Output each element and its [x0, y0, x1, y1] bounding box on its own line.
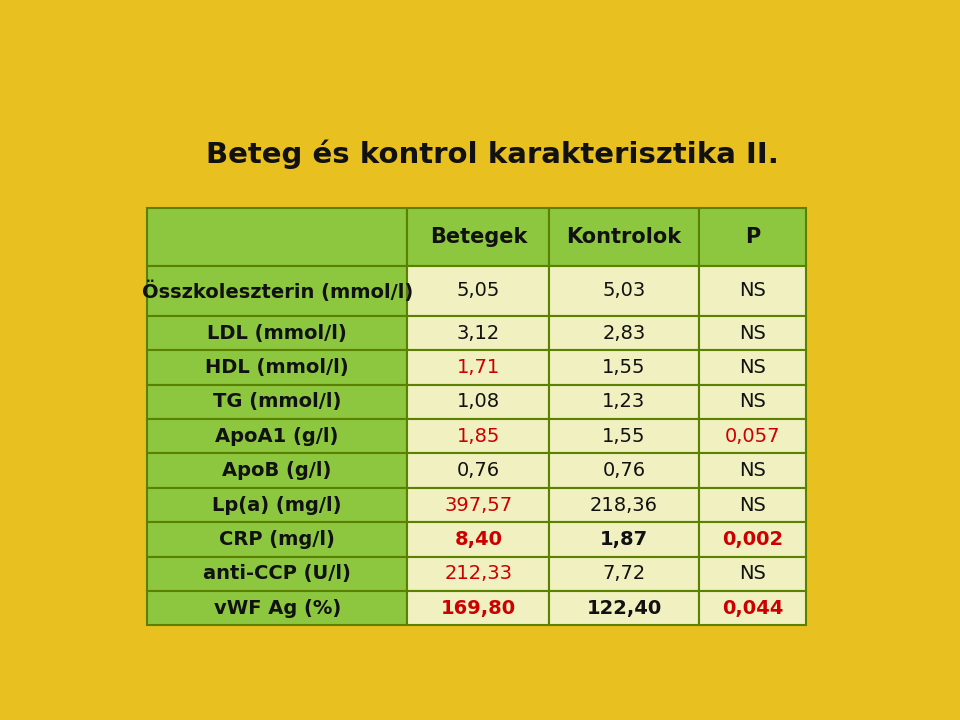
Text: 1,08: 1,08: [457, 392, 500, 411]
Bar: [407, 208, 549, 266]
Text: 1,55: 1,55: [602, 427, 646, 446]
Bar: [147, 522, 407, 557]
Bar: [549, 350, 699, 384]
Bar: [147, 316, 407, 350]
Text: 397,57: 397,57: [444, 495, 513, 515]
Text: 0,76: 0,76: [457, 461, 500, 480]
Text: 122,40: 122,40: [587, 599, 661, 618]
Bar: [549, 522, 699, 557]
Text: 7,72: 7,72: [602, 564, 646, 583]
Bar: [147, 419, 407, 454]
Text: CRP (mg/l): CRP (mg/l): [219, 530, 335, 549]
Text: Kontrolok: Kontrolok: [566, 227, 682, 247]
Text: Betegek: Betegek: [430, 227, 527, 247]
Text: 1,71: 1,71: [457, 358, 500, 377]
Bar: [147, 208, 407, 266]
Text: vWF Ag (%): vWF Ag (%): [213, 599, 341, 618]
Text: 169,80: 169,80: [441, 599, 516, 618]
Bar: [147, 591, 407, 626]
Text: LDL (mmol/l): LDL (mmol/l): [207, 323, 348, 343]
Bar: [407, 522, 549, 557]
Text: 1,23: 1,23: [602, 392, 646, 411]
Bar: [407, 454, 549, 488]
Bar: [699, 316, 806, 350]
Bar: [407, 557, 549, 591]
Bar: [549, 316, 699, 350]
Bar: [699, 266, 806, 316]
Bar: [147, 454, 407, 488]
Bar: [549, 208, 699, 266]
Text: 218,36: 218,36: [590, 495, 658, 515]
Bar: [699, 384, 806, 419]
Bar: [549, 454, 699, 488]
Bar: [699, 208, 806, 266]
Bar: [699, 419, 806, 454]
Bar: [407, 350, 549, 384]
Bar: [147, 488, 407, 522]
Text: HDL (mmol/l): HDL (mmol/l): [205, 358, 349, 377]
Text: NS: NS: [739, 358, 766, 377]
Text: NS: NS: [739, 392, 766, 411]
Text: 0,76: 0,76: [603, 461, 645, 480]
Bar: [549, 419, 699, 454]
Bar: [699, 488, 806, 522]
Text: 1,87: 1,87: [600, 530, 648, 549]
Text: Összkoleszterin (mmol/l): Összkoleszterin (mmol/l): [141, 280, 413, 302]
Bar: [147, 350, 407, 384]
Text: NS: NS: [739, 282, 766, 300]
Text: 5,03: 5,03: [602, 282, 646, 300]
Text: 3,12: 3,12: [457, 323, 500, 343]
Bar: [699, 591, 806, 626]
Text: 212,33: 212,33: [444, 564, 513, 583]
Bar: [549, 266, 699, 316]
Bar: [699, 454, 806, 488]
Bar: [407, 384, 549, 419]
Text: 0,044: 0,044: [722, 599, 783, 618]
Bar: [699, 350, 806, 384]
Bar: [699, 522, 806, 557]
Bar: [699, 557, 806, 591]
Text: P: P: [745, 227, 760, 247]
Text: 0,057: 0,057: [725, 427, 780, 446]
Text: Beteg és kontrol karakterisztika II.: Beteg és kontrol karakterisztika II.: [205, 140, 779, 169]
Text: ApoB (g/l): ApoB (g/l): [223, 461, 332, 480]
Bar: [147, 557, 407, 591]
Text: 1,85: 1,85: [457, 427, 500, 446]
Text: NS: NS: [739, 495, 766, 515]
Bar: [407, 316, 549, 350]
Bar: [147, 384, 407, 419]
Text: 2,83: 2,83: [602, 323, 646, 343]
Text: 0,002: 0,002: [722, 530, 782, 549]
Text: TG (mmol/l): TG (mmol/l): [213, 392, 342, 411]
Text: NS: NS: [739, 461, 766, 480]
Bar: [549, 591, 699, 626]
Bar: [549, 557, 699, 591]
Text: 1,55: 1,55: [602, 358, 646, 377]
Bar: [407, 591, 549, 626]
Bar: [147, 266, 407, 316]
Bar: [407, 266, 549, 316]
Text: anti-CCP (U/l): anti-CCP (U/l): [204, 564, 351, 583]
Bar: [407, 488, 549, 522]
Bar: [549, 488, 699, 522]
Text: Lp(a) (mg/l): Lp(a) (mg/l): [212, 495, 342, 515]
Text: 5,05: 5,05: [457, 282, 500, 300]
Text: NS: NS: [739, 323, 766, 343]
Text: 8,40: 8,40: [454, 530, 502, 549]
Text: ApoA1 (g/l): ApoA1 (g/l): [215, 427, 339, 446]
Bar: [407, 419, 549, 454]
Text: NS: NS: [739, 564, 766, 583]
Bar: [549, 384, 699, 419]
